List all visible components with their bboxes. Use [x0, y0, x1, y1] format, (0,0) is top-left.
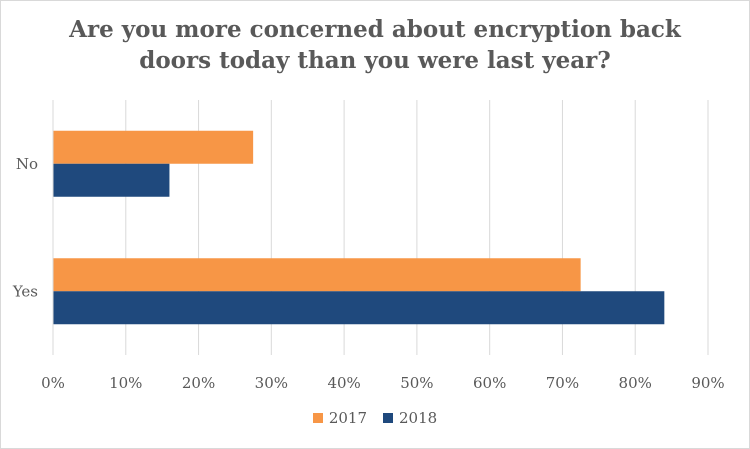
bar-no-2018: [53, 163, 170, 197]
x-tick-label-3: 30%: [255, 374, 288, 392]
legend-item-2018: 2018: [383, 409, 437, 427]
x-tick-label-7: 70%: [546, 374, 579, 392]
legend-label-2017: 2017: [328, 409, 367, 427]
x-tick-label-4: 40%: [327, 374, 360, 392]
x-tick-label-8: 80%: [619, 374, 652, 392]
x-tick-label-5: 50%: [400, 374, 433, 392]
y-category-label-yes: Yes: [12, 282, 38, 300]
x-tick-label-9: 90%: [691, 374, 724, 392]
legend-item-2017: 2017: [312, 409, 367, 427]
y-category-label-no: No: [16, 155, 38, 173]
x-tick-label-0: 0%: [41, 374, 65, 392]
chart-title: Are you more concerned about encryption …: [0, 14, 750, 76]
bar-yes-2017: [53, 258, 581, 292]
x-tick-label-6: 60%: [473, 374, 506, 392]
x-tick-label-1: 10%: [109, 374, 142, 392]
legend-swatch-2018: [383, 413, 393, 423]
chart-title-line-1: Are you more concerned about encryption …: [69, 16, 681, 43]
chart-title-line-2: doors today than you were last year?: [139, 47, 611, 74]
bar-yes-2018: [53, 291, 665, 325]
legend: 2017 2018: [0, 409, 750, 427]
legend-swatch-2017: [312, 413, 323, 423]
bar-no-2017: [53, 130, 254, 164]
legend-label-2018: 2018: [399, 409, 438, 427]
x-tick-label-2: 20%: [182, 374, 215, 392]
